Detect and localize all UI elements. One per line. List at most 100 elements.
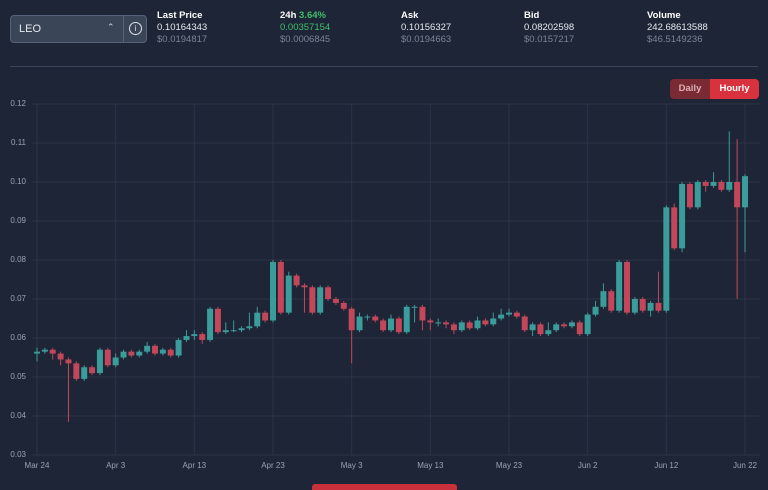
candle-body xyxy=(388,318,394,331)
selected-ticker: LEO xyxy=(19,23,42,35)
candle-body xyxy=(592,306,599,315)
candle-body xyxy=(679,183,686,249)
candle-body xyxy=(230,330,237,332)
stat: 24h 3.64% 0.00357154 $0.0006845 xyxy=(280,10,330,46)
candle-body xyxy=(576,322,583,335)
candle-body xyxy=(403,306,410,333)
interval-toggle: Daily Hourly xyxy=(670,79,759,99)
candle-body xyxy=(34,351,40,354)
x-tick-label: May 23 xyxy=(496,461,523,470)
y-tick-label: 0.09 xyxy=(10,216,26,225)
candle-body xyxy=(120,351,127,358)
candle-body xyxy=(270,261,276,321)
candle-body xyxy=(128,351,135,356)
candle-body xyxy=(277,261,284,313)
y-tick-label: 0.08 xyxy=(10,255,26,264)
hourly-button[interactable]: Hourly xyxy=(710,79,759,99)
candle-body xyxy=(474,320,481,329)
stat-label: Last Price xyxy=(157,10,207,22)
info-button[interactable]: i xyxy=(123,16,147,42)
daily-button[interactable]: Daily xyxy=(670,79,710,99)
candle-body xyxy=(419,306,426,321)
candle-body xyxy=(152,345,158,354)
y-tick-label: 0.04 xyxy=(10,411,26,420)
candle-body xyxy=(427,320,434,323)
stat-change: 3.64% xyxy=(299,10,326,21)
chevron-icon: ⌃ xyxy=(107,22,115,32)
candle-body xyxy=(702,182,709,186)
candle-body xyxy=(317,287,324,313)
stat-usd: $0.0194817 xyxy=(157,34,208,45)
candle-body xyxy=(214,308,221,333)
candle-body xyxy=(513,312,520,317)
x-tick-label: Apr 13 xyxy=(183,461,207,470)
candle-body xyxy=(159,349,166,354)
candle-body xyxy=(710,182,717,186)
candle-body xyxy=(663,207,670,311)
candle-body xyxy=(616,261,623,311)
stat: Ask 0.10156327 $0.0194663 xyxy=(401,10,451,46)
candle-body xyxy=(167,349,174,356)
stat-usd: $0.0006845 xyxy=(280,34,331,45)
candle-body xyxy=(411,306,418,308)
candle-body xyxy=(238,328,245,331)
candle-body xyxy=(104,349,111,366)
stat-label: Volume xyxy=(647,10,708,22)
stat-usd: $46.5149236 xyxy=(647,34,703,45)
candle-body xyxy=(364,316,371,318)
candle-body xyxy=(41,349,48,352)
x-tick-label: Mar 24 xyxy=(25,461,50,470)
stat-usd: $0.0157217 xyxy=(524,34,575,45)
candle-body xyxy=(395,318,402,333)
bottom-tab xyxy=(312,484,457,490)
candle-body xyxy=(584,314,591,335)
candle-body xyxy=(671,207,678,249)
stat-label: 24h 3.64% xyxy=(280,10,330,22)
x-tick-label: Jun 22 xyxy=(733,461,758,470)
candle-body xyxy=(262,312,269,321)
stat: Last Price 0.10164343 $0.0194817 xyxy=(157,10,207,46)
y-tick-label: 0.12 xyxy=(10,99,26,108)
candle-body xyxy=(506,312,512,315)
x-tick-label: Jun 2 xyxy=(578,461,598,470)
candle-body xyxy=(521,316,528,331)
y-tick-label: 0.05 xyxy=(10,372,26,381)
y-tick-label: 0.10 xyxy=(10,177,26,186)
candle-body xyxy=(458,322,465,331)
stat: Bid 0.08202598 $0.0157217 xyxy=(524,10,574,46)
stat: Volume 242.68613588 $46.5149236 xyxy=(647,10,708,46)
y-tick-label: 0.06 xyxy=(10,333,26,342)
candle-body xyxy=(207,308,214,340)
stat-value: 242.68613588 xyxy=(647,22,708,33)
stat-label-text: Ask xyxy=(401,10,419,21)
candle-body xyxy=(246,326,253,329)
candle-body xyxy=(380,320,387,331)
candle-body xyxy=(49,349,56,354)
stat-value: 0.10156327 xyxy=(401,22,452,33)
candle-body xyxy=(490,318,497,325)
candle-body xyxy=(655,302,662,311)
divider xyxy=(10,66,758,67)
candle-body xyxy=(340,302,347,309)
candle-body xyxy=(450,324,457,331)
candle-body xyxy=(254,312,261,327)
y-tick-label: 0.11 xyxy=(11,138,27,147)
candle-body xyxy=(624,261,630,313)
candle-body xyxy=(734,182,741,208)
x-tick-label: Apr 23 xyxy=(261,461,285,470)
candle-body xyxy=(498,314,505,319)
candle-body xyxy=(285,275,292,313)
candle-body xyxy=(443,322,450,325)
ticker-select[interactable]: LEO ⌃ i xyxy=(10,15,147,43)
candle-body xyxy=(332,299,339,303)
x-tick-label: May 13 xyxy=(417,461,444,470)
stat-label-text: Volume xyxy=(647,10,681,21)
candle-body xyxy=(561,324,568,327)
candle-body xyxy=(112,357,119,366)
candle-body xyxy=(600,291,607,307)
stat-label-text: Last Price xyxy=(157,10,203,21)
candle-body xyxy=(435,322,442,324)
candle-body xyxy=(686,183,693,208)
candle-body xyxy=(73,363,80,379)
candle-body xyxy=(175,339,182,356)
